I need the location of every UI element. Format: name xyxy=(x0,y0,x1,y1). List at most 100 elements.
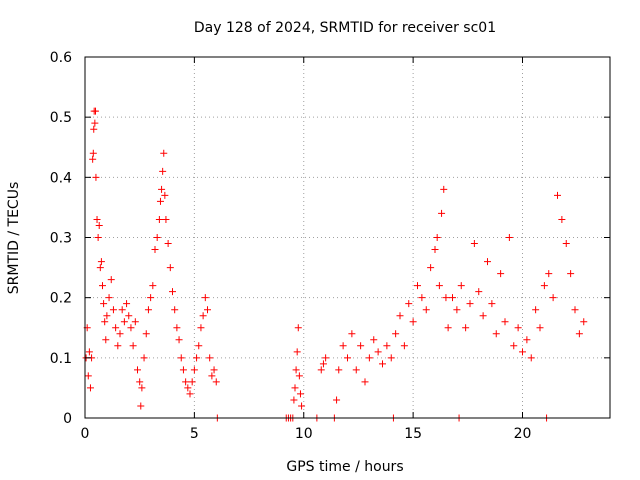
data-point xyxy=(164,240,172,248)
data-point xyxy=(136,378,144,386)
data-point-marker xyxy=(140,354,148,362)
data-point xyxy=(290,396,298,404)
data-point-marker xyxy=(147,294,155,302)
data-point xyxy=(131,318,139,326)
data-point-marker xyxy=(462,324,470,332)
data-point-marker xyxy=(92,107,99,115)
data-point xyxy=(387,354,395,362)
data-point xyxy=(142,330,150,338)
data-point-marker xyxy=(296,390,304,398)
data-point-marker xyxy=(479,312,487,320)
data-point xyxy=(392,330,400,338)
data-point xyxy=(149,282,157,290)
data-point xyxy=(532,306,540,314)
data-point-marker xyxy=(102,336,110,344)
data-point xyxy=(85,348,93,356)
data-point xyxy=(94,234,102,241)
y-axis-label: SRMTID / TECUs xyxy=(6,182,22,295)
data-point xyxy=(344,354,351,362)
data-point-marker xyxy=(120,318,128,326)
data-point-marker xyxy=(295,372,303,380)
data-point xyxy=(319,360,327,368)
data-point xyxy=(361,378,369,386)
data-point-marker xyxy=(466,300,474,308)
data-point-marker xyxy=(505,234,513,241)
data-point-marker xyxy=(510,342,518,350)
data-point-marker xyxy=(575,330,583,338)
data-point-marker xyxy=(97,258,105,266)
data-point xyxy=(162,215,170,223)
data-point-marker xyxy=(93,215,101,223)
data-point xyxy=(212,378,220,386)
data-point-marker xyxy=(540,282,548,290)
data-point-marker xyxy=(184,384,192,392)
data-point xyxy=(188,378,196,386)
data-point xyxy=(204,306,211,314)
data-point-marker xyxy=(298,402,306,410)
data-point xyxy=(335,366,343,374)
data-point xyxy=(206,354,214,362)
data-point-marker xyxy=(89,149,97,157)
data-point-marker xyxy=(166,264,174,272)
data-point-marker xyxy=(105,294,113,302)
data-point xyxy=(519,348,526,356)
data-point-marker xyxy=(134,366,141,374)
data-point-marker xyxy=(99,282,106,290)
data-point xyxy=(179,366,187,374)
data-point xyxy=(536,324,544,332)
data-point-marker xyxy=(212,378,220,386)
data-point xyxy=(114,342,122,350)
data-point xyxy=(292,366,300,374)
data-point-marker xyxy=(206,354,214,362)
data-point-marker xyxy=(361,378,369,386)
data-point-marker xyxy=(558,215,566,223)
data-point xyxy=(175,336,183,344)
data-point-marker xyxy=(357,342,365,350)
data-point xyxy=(159,167,167,175)
data-point xyxy=(123,300,131,308)
data-point xyxy=(137,402,145,410)
data-point-marker xyxy=(292,366,300,374)
data-point-marker xyxy=(501,318,509,326)
data-point-marker xyxy=(418,294,426,302)
data-point xyxy=(92,107,99,115)
data-point-marker xyxy=(449,294,456,302)
data-point-marker xyxy=(131,318,139,326)
data-point xyxy=(333,396,341,404)
data-point-marker xyxy=(457,282,465,290)
data-point xyxy=(540,282,548,290)
data-point-marker xyxy=(127,324,135,332)
data-point-marker xyxy=(580,318,588,326)
data-point-marker xyxy=(519,348,526,356)
data-point-marker xyxy=(427,264,435,272)
data-point-marker xyxy=(201,294,209,302)
data-point-marker xyxy=(158,185,166,193)
y-tick-label: 0.3 xyxy=(50,231,72,247)
data-point-marker xyxy=(175,336,183,344)
data-point-marker xyxy=(84,372,92,380)
data-point xyxy=(523,336,531,344)
data-point-marker xyxy=(438,209,446,217)
data-point xyxy=(193,354,201,362)
data-point xyxy=(339,342,347,350)
data-point-marker xyxy=(322,354,330,362)
data-point xyxy=(295,372,303,380)
data-point-marker xyxy=(195,342,203,350)
data-point xyxy=(155,215,163,223)
data-point xyxy=(100,300,108,308)
data-point xyxy=(99,282,106,290)
data-point xyxy=(184,384,192,392)
data-point-marker xyxy=(90,125,98,133)
y-tick-label: 0.6 xyxy=(50,50,72,66)
data-point xyxy=(129,342,137,350)
data-point-marker xyxy=(396,312,404,320)
x-tick-label: 15 xyxy=(404,426,422,442)
data-point xyxy=(501,318,509,326)
data-point xyxy=(296,390,304,398)
data-point-marker xyxy=(562,240,570,248)
data-point-marker xyxy=(523,336,531,344)
data-point-marker xyxy=(188,378,196,386)
data-point xyxy=(134,366,141,374)
data-point-marker xyxy=(156,197,164,205)
